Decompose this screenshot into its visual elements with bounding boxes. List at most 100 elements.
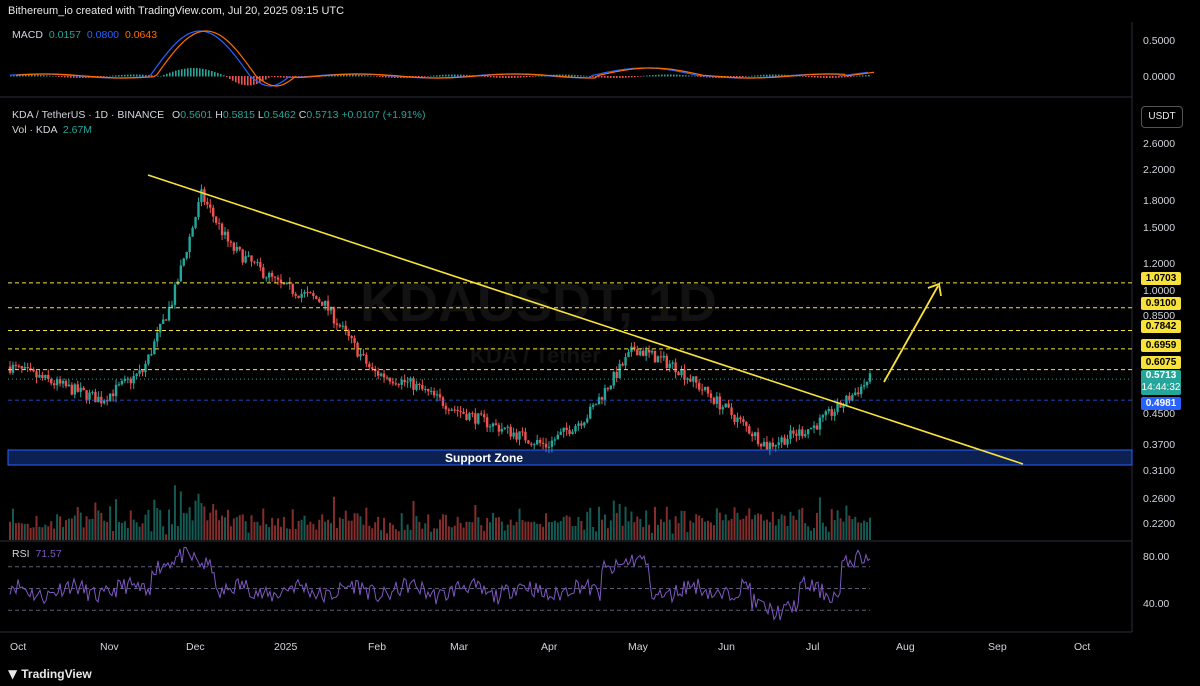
candle-body bbox=[341, 325, 345, 327]
candle-body bbox=[647, 349, 651, 353]
candle-body bbox=[586, 418, 589, 423]
candle-body bbox=[639, 350, 642, 356]
candle-body bbox=[67, 384, 71, 387]
volume-bar bbox=[639, 519, 642, 540]
candle-body bbox=[642, 350, 645, 356]
macd-histogram-bar bbox=[421, 76, 423, 78]
candle-body bbox=[400, 379, 403, 385]
candle-body bbox=[117, 384, 121, 386]
volume-bar bbox=[168, 509, 171, 540]
currency-button[interactable]: USDT bbox=[1141, 106, 1183, 128]
volume-bar bbox=[170, 524, 173, 540]
macd-histogram-bar bbox=[286, 76, 288, 78]
volume-bar bbox=[430, 531, 433, 540]
volume-bar bbox=[577, 516, 580, 540]
volume-bar bbox=[91, 518, 94, 540]
tradingview-logo[interactable]: ▼ TradingView bbox=[8, 667, 92, 681]
macd-histogram-bar bbox=[535, 75, 537, 77]
volume-bar bbox=[62, 526, 65, 540]
macd-histogram-bar bbox=[637, 76, 639, 77]
candle-body bbox=[194, 217, 197, 228]
macd-histogram-bar bbox=[604, 76, 606, 78]
candle-body bbox=[226, 231, 230, 242]
candle-body bbox=[432, 391, 436, 396]
macd-histogram-bar bbox=[601, 76, 603, 78]
candle-body bbox=[812, 425, 816, 428]
macd-histogram-bar bbox=[685, 75, 687, 77]
volume-bar bbox=[415, 516, 418, 540]
volume-bar bbox=[869, 517, 871, 540]
macd-histogram-bar bbox=[847, 76, 849, 78]
volume-bar bbox=[783, 515, 786, 540]
macd-histogram-bar bbox=[628, 76, 630, 78]
macd-histogram-bar bbox=[244, 76, 246, 86]
volume-bar bbox=[406, 524, 409, 540]
volume-bar bbox=[701, 517, 704, 540]
volume-bar bbox=[760, 514, 763, 540]
candle-body bbox=[671, 362, 674, 364]
candle-body bbox=[762, 441, 766, 447]
macd-histogram-bar bbox=[202, 68, 204, 77]
volume-bar bbox=[229, 526, 232, 540]
candle-body bbox=[836, 402, 839, 412]
candle-body bbox=[453, 409, 456, 411]
macd-histogram-bar bbox=[427, 76, 429, 77]
volume-bar bbox=[209, 512, 212, 540]
macd-histogram-bar bbox=[436, 75, 438, 77]
volume-bar bbox=[765, 519, 768, 540]
candle-body bbox=[553, 439, 557, 441]
macd-histogram-bar bbox=[55, 76, 57, 77]
candle-body bbox=[318, 298, 321, 302]
macd-indicator bbox=[9, 30, 875, 87]
macd-histogram-bar bbox=[433, 75, 435, 77]
volume-bar bbox=[801, 507, 804, 540]
candle-body bbox=[721, 407, 724, 410]
volume-bar bbox=[235, 517, 238, 540]
candle-body bbox=[700, 389, 704, 391]
macd-histogram-bar bbox=[598, 76, 600, 78]
volume-bar bbox=[600, 519, 603, 540]
volume-bar bbox=[827, 531, 830, 540]
volume-bar bbox=[135, 522, 138, 540]
candle-body bbox=[806, 429, 810, 435]
volume-bar bbox=[845, 505, 848, 540]
volume-bar bbox=[447, 526, 450, 540]
volume-bar bbox=[680, 510, 683, 540]
candle-body bbox=[594, 404, 598, 406]
volume-bar bbox=[247, 532, 250, 540]
candle-body bbox=[833, 411, 836, 416]
volume-bar bbox=[589, 507, 592, 540]
volume-bar bbox=[757, 513, 760, 540]
macd-histogram-bar bbox=[670, 74, 672, 77]
macd-histogram-bar bbox=[778, 74, 780, 77]
price-tick: 0.3100 bbox=[1143, 465, 1176, 477]
candle-body bbox=[379, 373, 383, 376]
candle-body bbox=[753, 432, 757, 437]
candle-body bbox=[727, 403, 730, 408]
volume-bar bbox=[595, 531, 598, 540]
macd-histogram-bar bbox=[655, 74, 657, 77]
macd-histogram-bar bbox=[571, 74, 573, 77]
macd-histogram-bar bbox=[79, 76, 81, 78]
candle-body bbox=[315, 296, 318, 299]
volume-bar bbox=[64, 520, 67, 540]
macd-histogram-bar bbox=[196, 68, 198, 77]
macd-histogram-bar bbox=[199, 68, 201, 77]
volume-bar bbox=[686, 532, 689, 540]
volume-bar bbox=[312, 524, 315, 540]
candle-body bbox=[347, 330, 350, 337]
macd-histogram-bar bbox=[250, 76, 252, 86]
candle-body bbox=[574, 425, 577, 432]
macd-histogram-bar bbox=[358, 74, 360, 77]
candle-body bbox=[606, 388, 610, 390]
candle-body bbox=[156, 332, 159, 342]
time-tick: Aug bbox=[896, 641, 915, 653]
candle-body bbox=[783, 437, 786, 445]
macd-histogram-bar bbox=[229, 76, 231, 79]
candle-body bbox=[798, 429, 801, 436]
volume-bar bbox=[609, 520, 612, 540]
volume-bar bbox=[592, 527, 595, 540]
candle-body bbox=[624, 357, 627, 366]
candle-body bbox=[138, 370, 141, 374]
